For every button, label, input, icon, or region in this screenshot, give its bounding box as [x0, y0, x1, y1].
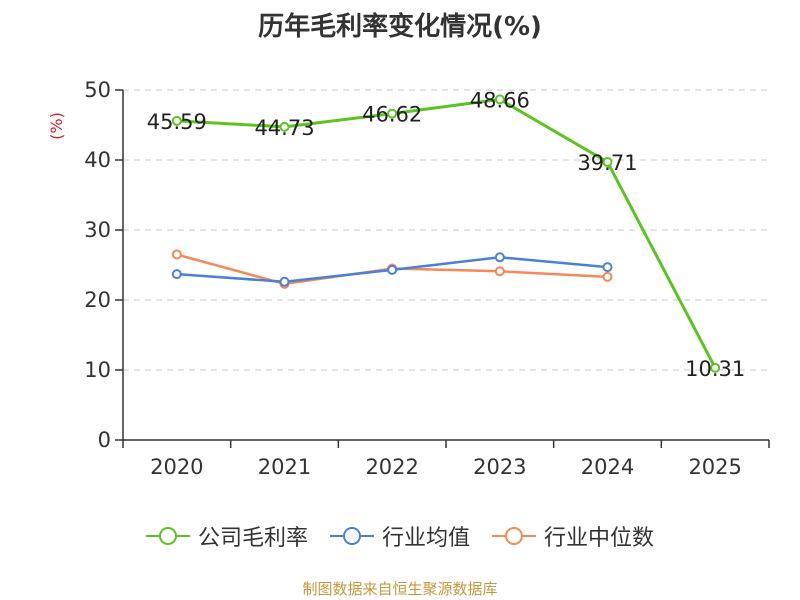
data-point-s0-2023 [494, 94, 505, 105]
y-tick-label-30: 30 [84, 218, 111, 242]
source-note: 制图数据来自恒生聚源数据库 [302, 580, 498, 598]
legend-item-company[interactable]: 公司毛利率 [145, 520, 308, 552]
chart-title: 历年毛利率变化情况(%) [258, 12, 542, 42]
y-tick-label-10: 10 [84, 358, 111, 382]
y-tick-label-50: 50 [84, 78, 111, 102]
grid-layer [123, 89, 769, 371]
legend-item-industry-avg[interactable]: 行业均值 [329, 520, 470, 552]
x-tick-label-2025: 2025 [688, 455, 741, 479]
x-tick-label-2020: 2020 [150, 455, 203, 479]
y-tick-label-40: 40 [84, 148, 111, 172]
label-layer: 45.59 44.73 46.62 48.66 39.71 10.31 [147, 88, 745, 380]
data-label-2022: 46.62 [362, 103, 422, 127]
data-point-s0-2025 [710, 362, 721, 373]
data-point-s1-2021 [279, 276, 290, 287]
data-point-s1-2020 [171, 269, 182, 280]
data-label-2021: 44.73 [254, 116, 314, 140]
data-point-s1-2023 [494, 252, 505, 263]
x-tick-label-2024: 2024 [581, 455, 634, 479]
data-point-s1-2024 [602, 262, 613, 273]
legend-marker-company [145, 527, 190, 545]
legend-item-industry-median[interactable]: 行业中位数 [492, 520, 654, 552]
legend-label-industry-avg: 行业均值 [381, 526, 470, 551]
y-axis-title: (%) [47, 112, 66, 140]
data-point-s2-2020 [171, 249, 182, 260]
legend-label-company: 公司毛利率 [197, 526, 308, 551]
y-tick-label-20: 20 [84, 288, 111, 312]
data-point-s1-2022 [387, 264, 398, 275]
data-point-s0-2021 [279, 121, 290, 132]
legend-marker-industry-median [492, 527, 536, 545]
data-point-s0-2022 [387, 108, 398, 119]
axis-layer: 0 10 20 30 40 50 2020 2021 2022 2023 2024 2025 [84, 78, 770, 479]
data-point-s0-2020 [171, 115, 182, 126]
legend: 公司毛利率 行业均值 行业中位数 [0, 521, 800, 551]
data-point-s0-2024 [602, 157, 613, 168]
data-label-2020: 45.59 [147, 110, 207, 134]
x-tick-label-2021: 2021 [258, 455, 311, 479]
legend-marker-industry-avg [329, 527, 374, 545]
x-tick-label-2022: 2022 [365, 455, 418, 479]
data-label-2024: 39.71 [577, 151, 637, 175]
series-line-0 [176, 97, 717, 369]
series-layer [171, 94, 721, 373]
data-label-2023: 48.66 [470, 88, 530, 112]
x-tick-label-2023: 2023 [473, 455, 526, 479]
data-point-s2-2023 [494, 266, 505, 277]
y-tick-label-0: 0 [98, 428, 111, 452]
legend-label-industry-median: 行业中位数 [544, 526, 655, 551]
data-point-s2-2024 [602, 271, 613, 282]
data-label-2025: 10.31 [685, 357, 745, 381]
